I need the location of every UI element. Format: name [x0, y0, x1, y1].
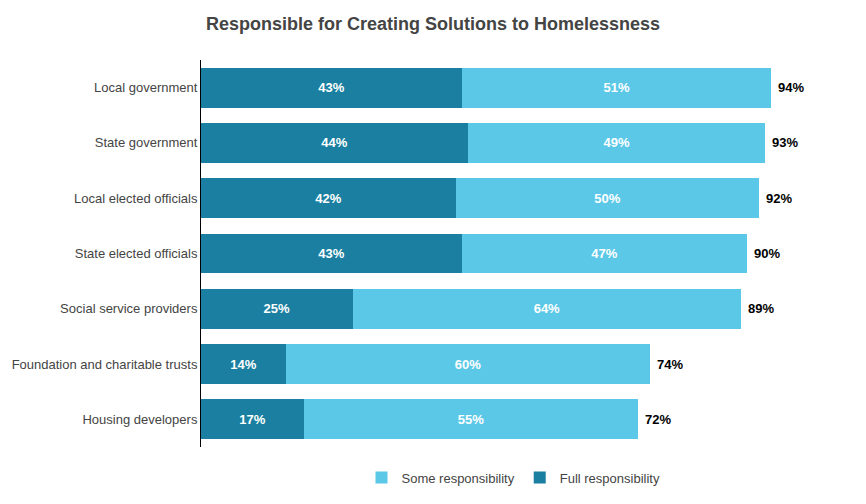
svg-text:Social service providers: Social service providers [60, 301, 198, 316]
svg-text:50%: 50% [594, 191, 620, 206]
svg-text:Foundation and charitable trus: Foundation and charitable trusts [12, 357, 198, 372]
svg-text:74%: 74% [657, 357, 683, 372]
svg-text:25%: 25% [264, 301, 290, 316]
svg-text:43%: 43% [318, 80, 344, 95]
svg-text:47%: 47% [591, 246, 617, 261]
svg-text:Some responsibility: Some responsibility [402, 471, 515, 486]
svg-text:Housing developers: Housing developers [82, 412, 197, 427]
svg-text:17%: 17% [239, 412, 265, 427]
svg-text:51%: 51% [603, 80, 629, 95]
svg-text:55%: 55% [458, 412, 484, 427]
svg-text:Local government: Local government [94, 80, 198, 95]
svg-text:State elected officials: State elected officials [75, 246, 198, 261]
svg-text:Full responsibility: Full responsibility [560, 471, 660, 486]
svg-text:93%: 93% [772, 135, 798, 150]
svg-text:49%: 49% [603, 135, 629, 150]
svg-text:43%: 43% [318, 246, 344, 261]
svg-text:72%: 72% [645, 412, 671, 427]
svg-text:90%: 90% [754, 246, 780, 261]
svg-text:60%: 60% [455, 357, 481, 372]
svg-text:42%: 42% [315, 191, 341, 206]
svg-text:64%: 64% [534, 301, 560, 316]
svg-text:44%: 44% [321, 135, 347, 150]
svg-text:92%: 92% [766, 191, 792, 206]
svg-text:State government: State government [95, 135, 198, 150]
svg-text:Responsible for Creating Solut: Responsible for Creating Solutions to Ho… [206, 14, 660, 34]
svg-text:14%: 14% [230, 357, 256, 372]
svg-text:89%: 89% [748, 301, 774, 316]
svg-text:Local elected officials: Local elected officials [74, 191, 198, 206]
svg-text:94%: 94% [778, 80, 804, 95]
